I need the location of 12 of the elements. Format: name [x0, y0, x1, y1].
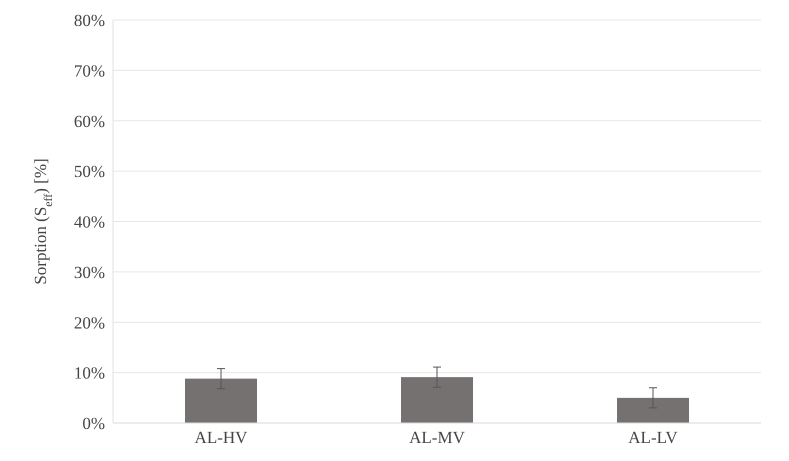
y-tick-label: 30% [74, 262, 105, 282]
x-tick-label: AL-MV [409, 428, 466, 448]
y-tick-label: 80% [74, 11, 105, 30]
y-tick-label: 40% [74, 212, 105, 232]
y-tick-label: 60% [74, 112, 105, 131]
x-tick-label: AL-LV [628, 428, 678, 448]
y-tick-label: 10% [74, 364, 105, 383]
y-tick-label: 20% [74, 313, 105, 332]
x-tick-label: AL-HV [194, 428, 248, 448]
y-tick-label: 50% [74, 162, 105, 182]
y-tick-label: 0% [82, 414, 105, 434]
y-tick-label: 70% [74, 61, 105, 80]
